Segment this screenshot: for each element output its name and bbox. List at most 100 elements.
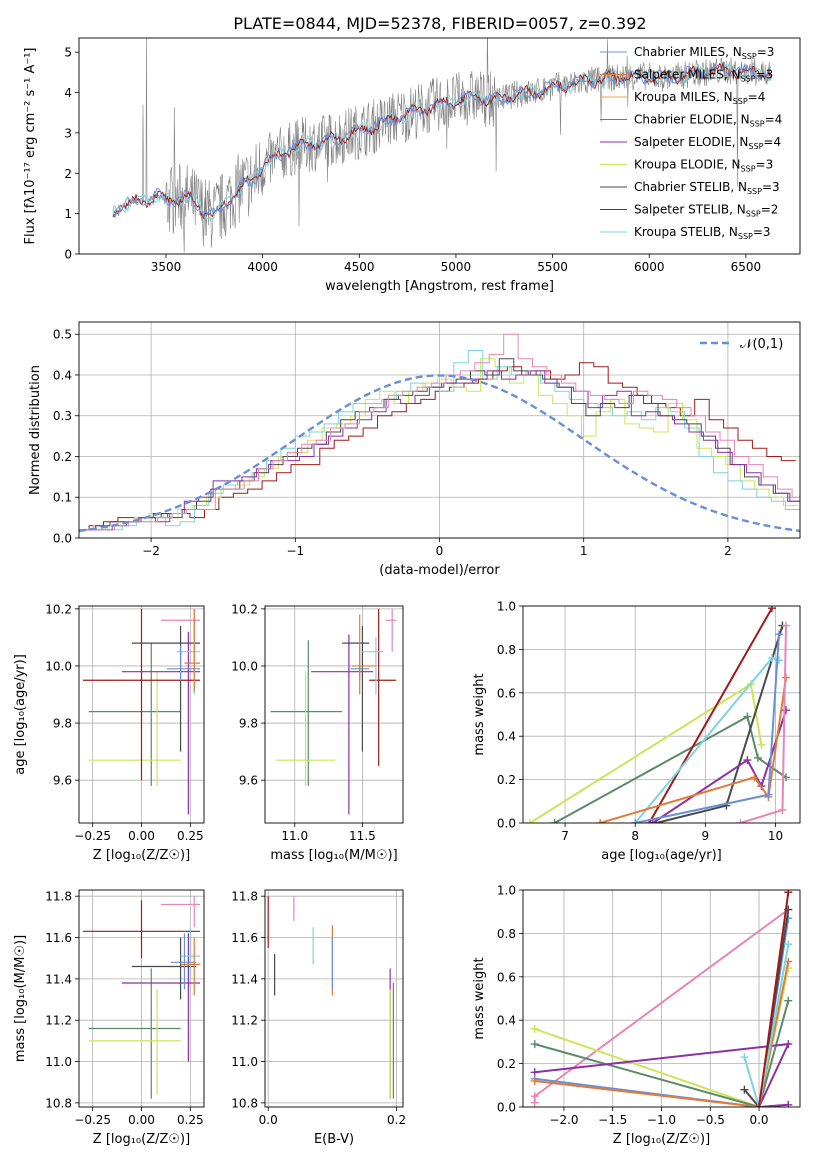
x-tick-label: −1.0: [647, 1113, 676, 1127]
panels: 3500 4000 4500 5000 5500 6000 6500 0 1 2 3 4 5 wavele…: [13, 37, 801, 1147]
x-tick-label: 5500: [537, 260, 568, 274]
point-marker: [750, 773, 759, 782]
legend-entry: Salpeter MILES, NSSP=3: [634, 68, 773, 84]
histogram-series: [79, 358, 798, 531]
legend-entry: Kroupa ELODIE, NSSP=3: [634, 158, 773, 174]
x-tick-label: 9: [702, 829, 710, 843]
y-tick-label: 10.0: [45, 659, 72, 673]
point-marker: [755, 1103, 764, 1107]
legend-entry: Salpeter ELODIE, NSSP=4: [634, 135, 781, 151]
point-marker: [757, 740, 766, 749]
y-tick-label: 0.2: [497, 1057, 516, 1071]
axes-frame: [78, 889, 205, 1108]
y-tick-label: 1.0: [497, 600, 516, 614]
gaussian-curve: [79, 374, 800, 533]
x-tick-label: 0.00: [128, 829, 155, 843]
y-tick-label: 0.1: [53, 491, 72, 505]
y-axis-label: mass [log₁₀(M/M☉)]: [13, 935, 28, 1062]
x-tick-label: 0.0: [259, 1113, 278, 1127]
point-marker: [774, 630, 783, 639]
point-marker: [781, 621, 790, 630]
x-tick-label: 0: [436, 544, 444, 558]
x-axis-label: Z [log₁₀(Z/Z☉)]: [613, 1132, 710, 1147]
histogram-series: [79, 362, 796, 531]
y-tick-label: 11.6: [231, 931, 258, 945]
panel-age_vs_Z: −0.25 0.00 0.25 9.6 9.8 10.0 10.2 Z [log₁₀(Z/Z☉…: [13, 602, 205, 863]
y-tick-label: 9.8: [239, 717, 258, 731]
y-tick-label: 11.0: [231, 1055, 258, 1069]
point-marker: [784, 1040, 793, 1049]
panel-age_vs_mass: 11.0 11.5 9.6 9.8 10.0 10.2 mass [log₁₀(M/M☉)]: [231, 602, 404, 863]
y-tick-label: 0.0: [53, 532, 72, 546]
y-tick-label: 1: [64, 207, 72, 221]
y-tick-label: 10.8: [231, 1096, 258, 1110]
y-tick-label: 0.0: [497, 817, 516, 831]
x-axis-label: wavelength [Angstrom, rest frame]: [325, 279, 554, 294]
y-tick-label: 4: [64, 86, 72, 100]
mass-weight-line: [554, 715, 787, 823]
point-marker: [743, 756, 752, 765]
x-tick-label: 4000: [247, 260, 278, 274]
y-tick-label: 5: [64, 46, 72, 60]
figure-title: PLATE=0844, MJD=52378, FIBERID=0057, z=0…: [233, 14, 646, 33]
y-tick-label: 0: [64, 248, 72, 262]
model-spectrum: [112, 62, 771, 219]
x-tick-label: 0.2: [387, 1113, 406, 1127]
legend-entry: Salpeter STELIB, NSSP=2: [634, 203, 778, 219]
x-tick-label: 11.0: [281, 829, 308, 843]
x-tick-label: −0.25: [74, 1113, 111, 1127]
panel-massweight_vs_Z: −2.0 −1.5 −1.0 −0.5 0.0 0.0 0.2 0.4 0.6 0.8 1.0 Z […: [472, 884, 801, 1147]
x-tick-label: 6500: [731, 260, 762, 274]
y-axis-label: mass weight: [472, 957, 487, 1039]
point-marker: [740, 1053, 749, 1062]
mass-weight-line: [655, 625, 784, 823]
axes-frame: [264, 605, 404, 824]
mass-weight-line: [758, 892, 790, 1107]
y-tick-label: 10.0: [231, 659, 258, 673]
point-marker: [764, 790, 773, 799]
mass-weight-line: [634, 656, 780, 823]
axes-frame: [78, 37, 801, 255]
y-tick-label: 0.6: [497, 686, 516, 700]
x-tick-label: 0.25: [177, 829, 204, 843]
y-tick-label: 0.2: [53, 450, 72, 464]
panel-spectrum: 3500 4000 4500 5000 5500 6000 6500 0 1 2 3 4 5 wavele…: [23, 37, 801, 294]
point-marker: [736, 819, 745, 823]
point-marker: [631, 819, 640, 823]
x-tick-label: 7: [561, 829, 569, 843]
point-marker: [530, 1040, 539, 1049]
x-tick-label: 11.5: [349, 829, 376, 843]
x-tick-label: −1.5: [598, 1113, 627, 1127]
plot-area: [112, 38, 772, 253]
y-tick-label: 2: [64, 167, 72, 181]
panel-residuals: −2 −1 0 1 2 0.0 0.1 0.2 0.3 0.4 0.5 (data-model)/er…: [28, 321, 801, 578]
axes-frame: [522, 889, 801, 1108]
plot-area: [523, 606, 800, 823]
y-tick-label: 3: [64, 126, 72, 140]
y-tick-label: 0.5: [53, 328, 72, 342]
y-axis-label: mass weight: [472, 673, 487, 755]
y-tick-label: 0.4: [497, 730, 516, 744]
y-tick-label: 0.3: [53, 409, 72, 423]
y-tick-label: 9.6: [239, 774, 258, 788]
legend-entry: Kroupa STELIB, NSSP=3: [634, 225, 771, 241]
y-tick-label: 11.2: [231, 1014, 258, 1028]
y-tick-label: 0.4: [53, 368, 72, 382]
point-marker: [784, 996, 793, 1005]
histogram-series: [85, 333, 800, 531]
point-marker: [743, 712, 752, 721]
histogram-series: [83, 370, 800, 531]
y-tick-label: 11.8: [45, 890, 72, 904]
y-tick-label: 11.4: [231, 972, 258, 986]
y-tick-label: 11.8: [231, 890, 258, 904]
legend-entry: Chabrier MILES, NSSP=3: [634, 45, 774, 61]
point-marker: [648, 819, 657, 823]
x-axis-label: mass [log₁₀(M/M☉)]: [270, 848, 397, 863]
x-tick-label: −2.0: [549, 1113, 578, 1127]
mass-weight-line: [599, 677, 787, 823]
panel-mass_vs_EBV: 0.0 0.2 10.8 11.0 11.2 11.4 11.6 11.8 E(B-V): [231, 889, 406, 1147]
point-marker: [530, 1092, 539, 1101]
point-marker: [550, 819, 559, 823]
y-tick-label: 0.6: [497, 970, 516, 984]
point-marker: [530, 1076, 539, 1085]
